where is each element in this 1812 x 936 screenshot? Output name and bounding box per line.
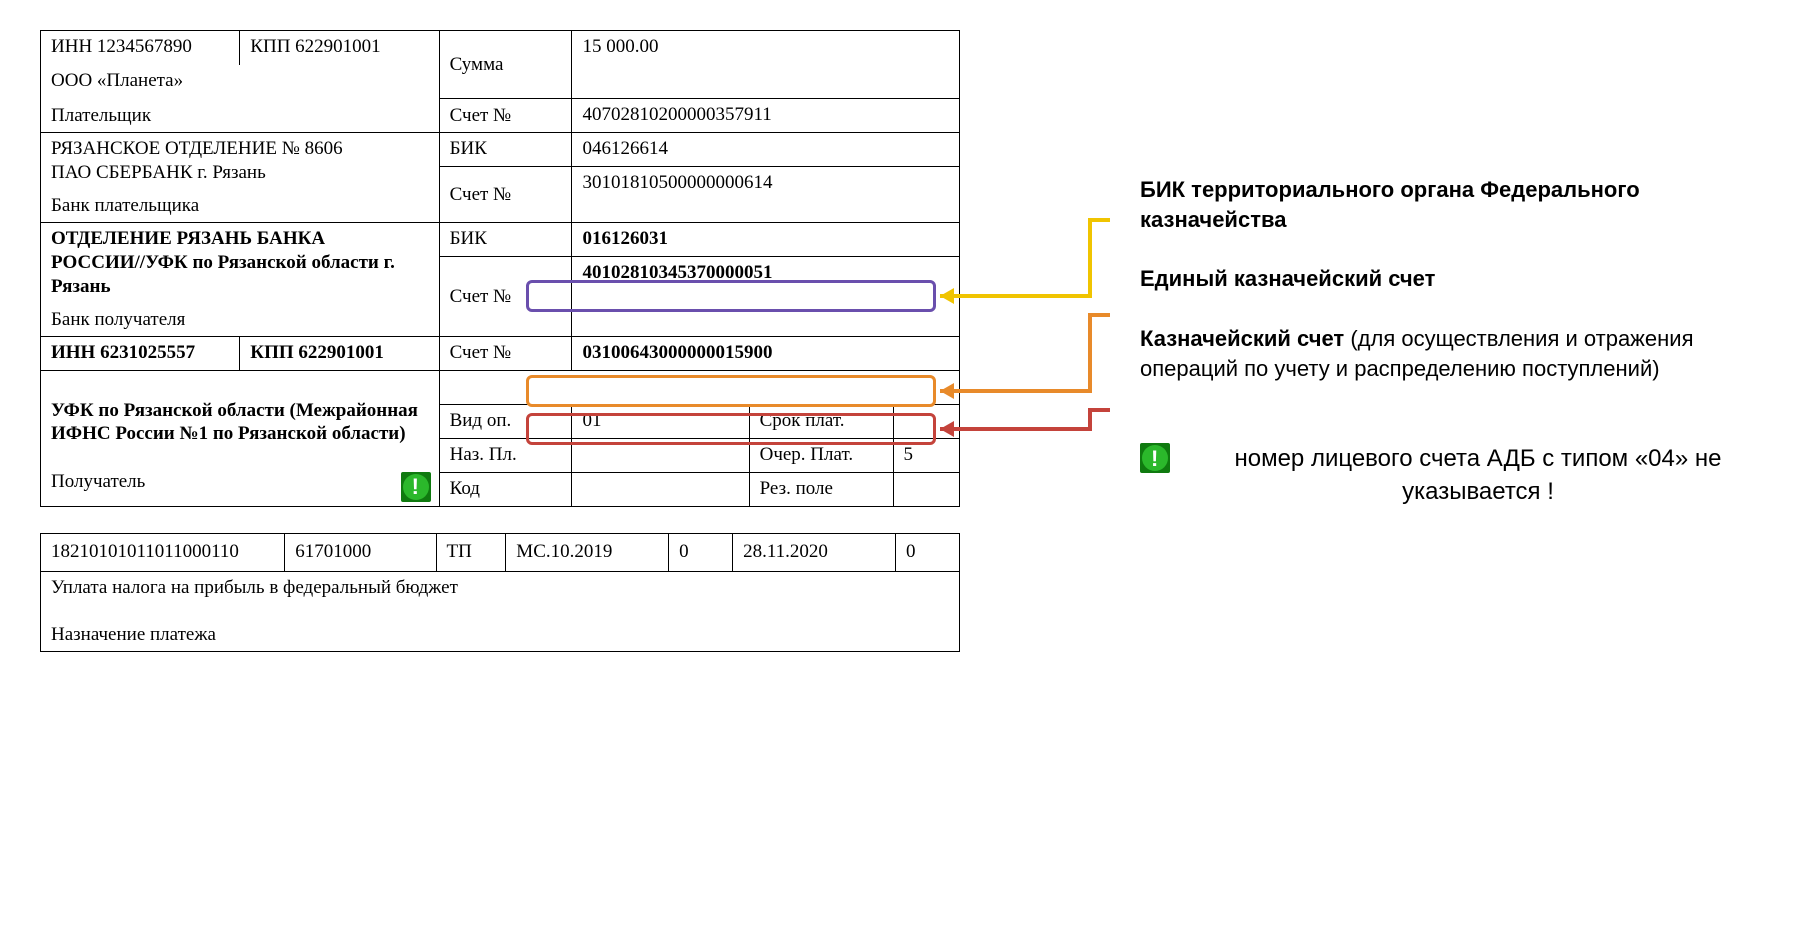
codes-table: 18210101011011000110 61701000 ТП МС.10.2… [40, 533, 960, 652]
naz-value [572, 438, 749, 472]
annot-bik-text: БИК территориального органа Федерального… [1140, 177, 1640, 232]
vid-op-value: 01 [572, 404, 749, 438]
payer-bank-name: РЯЗАНСКОЕ ОТДЕЛЕНИЕ № 8606 ПАО СБЕРБАНК … [41, 133, 440, 189]
recip-bank-acct-label: Счет № [439, 257, 572, 337]
payer-bank-line1: РЯЗАНСКОЕ ОТДЕЛЕНИЕ № 8606 [51, 138, 343, 159]
recip-name-line2: ИФНС России №1 по Рязанской области) [51, 423, 406, 444]
recip-acct-label: Счет № [439, 336, 572, 370]
annot-bik: БИК территориального органа Федерального… [1140, 175, 1772, 234]
rez-label: Рез. поле [749, 472, 893, 506]
recip-kpp: КПП 622901001 [240, 336, 439, 370]
recip-name-cell: УФК по Рязанской области (Межрайонная ИФ… [41, 370, 440, 506]
payment-form: ИНН 1234567890 КПП 622901001 Сумма 15 00… [40, 30, 960, 652]
recip-acct-value: 03100643000000015900 [572, 336, 960, 370]
annot-single-acct-text: Единый казначейский счет [1140, 266, 1435, 291]
recip-bank-line1: ОТДЕЛЕНИЕ РЯЗАНЬ БАНКА [51, 228, 325, 249]
payer-bank-acct-label: Счет № [439, 167, 572, 223]
ocher-value: 5 [893, 438, 959, 472]
recip-bank-line3: Рязань [51, 276, 111, 297]
code-2: 61701000 [285, 533, 436, 571]
annot-single-acct: Единый казначейский счет [1140, 264, 1772, 294]
payer-name: ООО «Планета» [41, 65, 440, 99]
purpose-text: Уплата налога на прибыль в федеральный б… [51, 577, 458, 598]
recip-bank-bik-label: БИК [439, 223, 572, 257]
code-7: 0 [895, 533, 959, 571]
annotations: БИК территориального органа Федерального… [960, 30, 1772, 508]
main-table: ИНН 1234567890 КПП 622901001 Сумма 15 00… [40, 30, 960, 507]
recip-role: Получатель [51, 471, 145, 492]
annot-treasury-bold: Казначейский счет [1140, 326, 1344, 351]
recip-name-line1: УФК по Рязанской области (Межрайонная [51, 400, 418, 421]
payer-bank-bik-label: БИК [439, 133, 572, 167]
payer-bank-line2: ПАО СБЕРБАНК г. Рязань [51, 162, 266, 183]
bottom-note: номер лицевого счета АДБ с типом «04» не… [1140, 443, 1772, 508]
payer-bank-bik-value: 046126614 [572, 133, 960, 167]
purpose-label: Назначение платежа [51, 624, 216, 645]
amount-value: 15 000.00 [572, 31, 960, 99]
code-6: 28.11.2020 [733, 533, 896, 571]
recip-inn: ИНН 6231025557 [41, 336, 240, 370]
vid-op-label: Вид оп. [439, 404, 572, 438]
srok-label: Срок плат. [749, 404, 893, 438]
payer-acct-label: Счет № [439, 99, 572, 133]
payer-bank-role: Банк плательщика [41, 189, 440, 223]
purpose-cell: Уплата налога на прибыль в федеральный б… [41, 571, 960, 651]
spacer-cell [439, 370, 959, 404]
recip-bank-acct-value: 40102810345370000051 [572, 257, 960, 337]
exclamation-icon [1140, 443, 1170, 473]
code-5: 0 [669, 533, 733, 571]
srok-value [893, 404, 959, 438]
naz-label: Наз. Пл. [439, 438, 572, 472]
annot-treasury-acct: Казначейский счет (для осуществления и о… [1140, 324, 1772, 383]
code-4: МС.10.2019 [506, 533, 669, 571]
payer-bank-acct-value: 30101810500000000614 [572, 167, 960, 223]
code-3: ТП [436, 533, 506, 571]
recip-bank-role: Банк получателя [41, 302, 440, 336]
rez-value [893, 472, 959, 506]
kod-label: Код [439, 472, 572, 506]
bottom-note-text: номер лицевого счета АДБ с типом «04» не… [1184, 443, 1772, 508]
payer-kpp: КПП 622901001 [240, 31, 439, 65]
amount-label: Сумма [439, 31, 572, 99]
payer-role: Плательщик [41, 99, 440, 133]
recip-bank-bik-value: 016126031 [572, 223, 960, 257]
code-1: 18210101011011000110 [41, 533, 285, 571]
recip-bank-name: ОТДЕЛЕНИЕ РЯЗАНЬ БАНКА РОССИИ//УФК по Ря… [41, 223, 440, 303]
payer-acct-value: 40702810200000357911 [572, 99, 960, 133]
recip-bank-line2: РОССИИ//УФК по Рязанской области г. [51, 252, 395, 273]
exclamation-icon [401, 472, 431, 502]
kod-value [572, 472, 749, 506]
ocher-label: Очер. Плат. [749, 438, 893, 472]
payer-inn: ИНН 1234567890 [41, 31, 240, 65]
